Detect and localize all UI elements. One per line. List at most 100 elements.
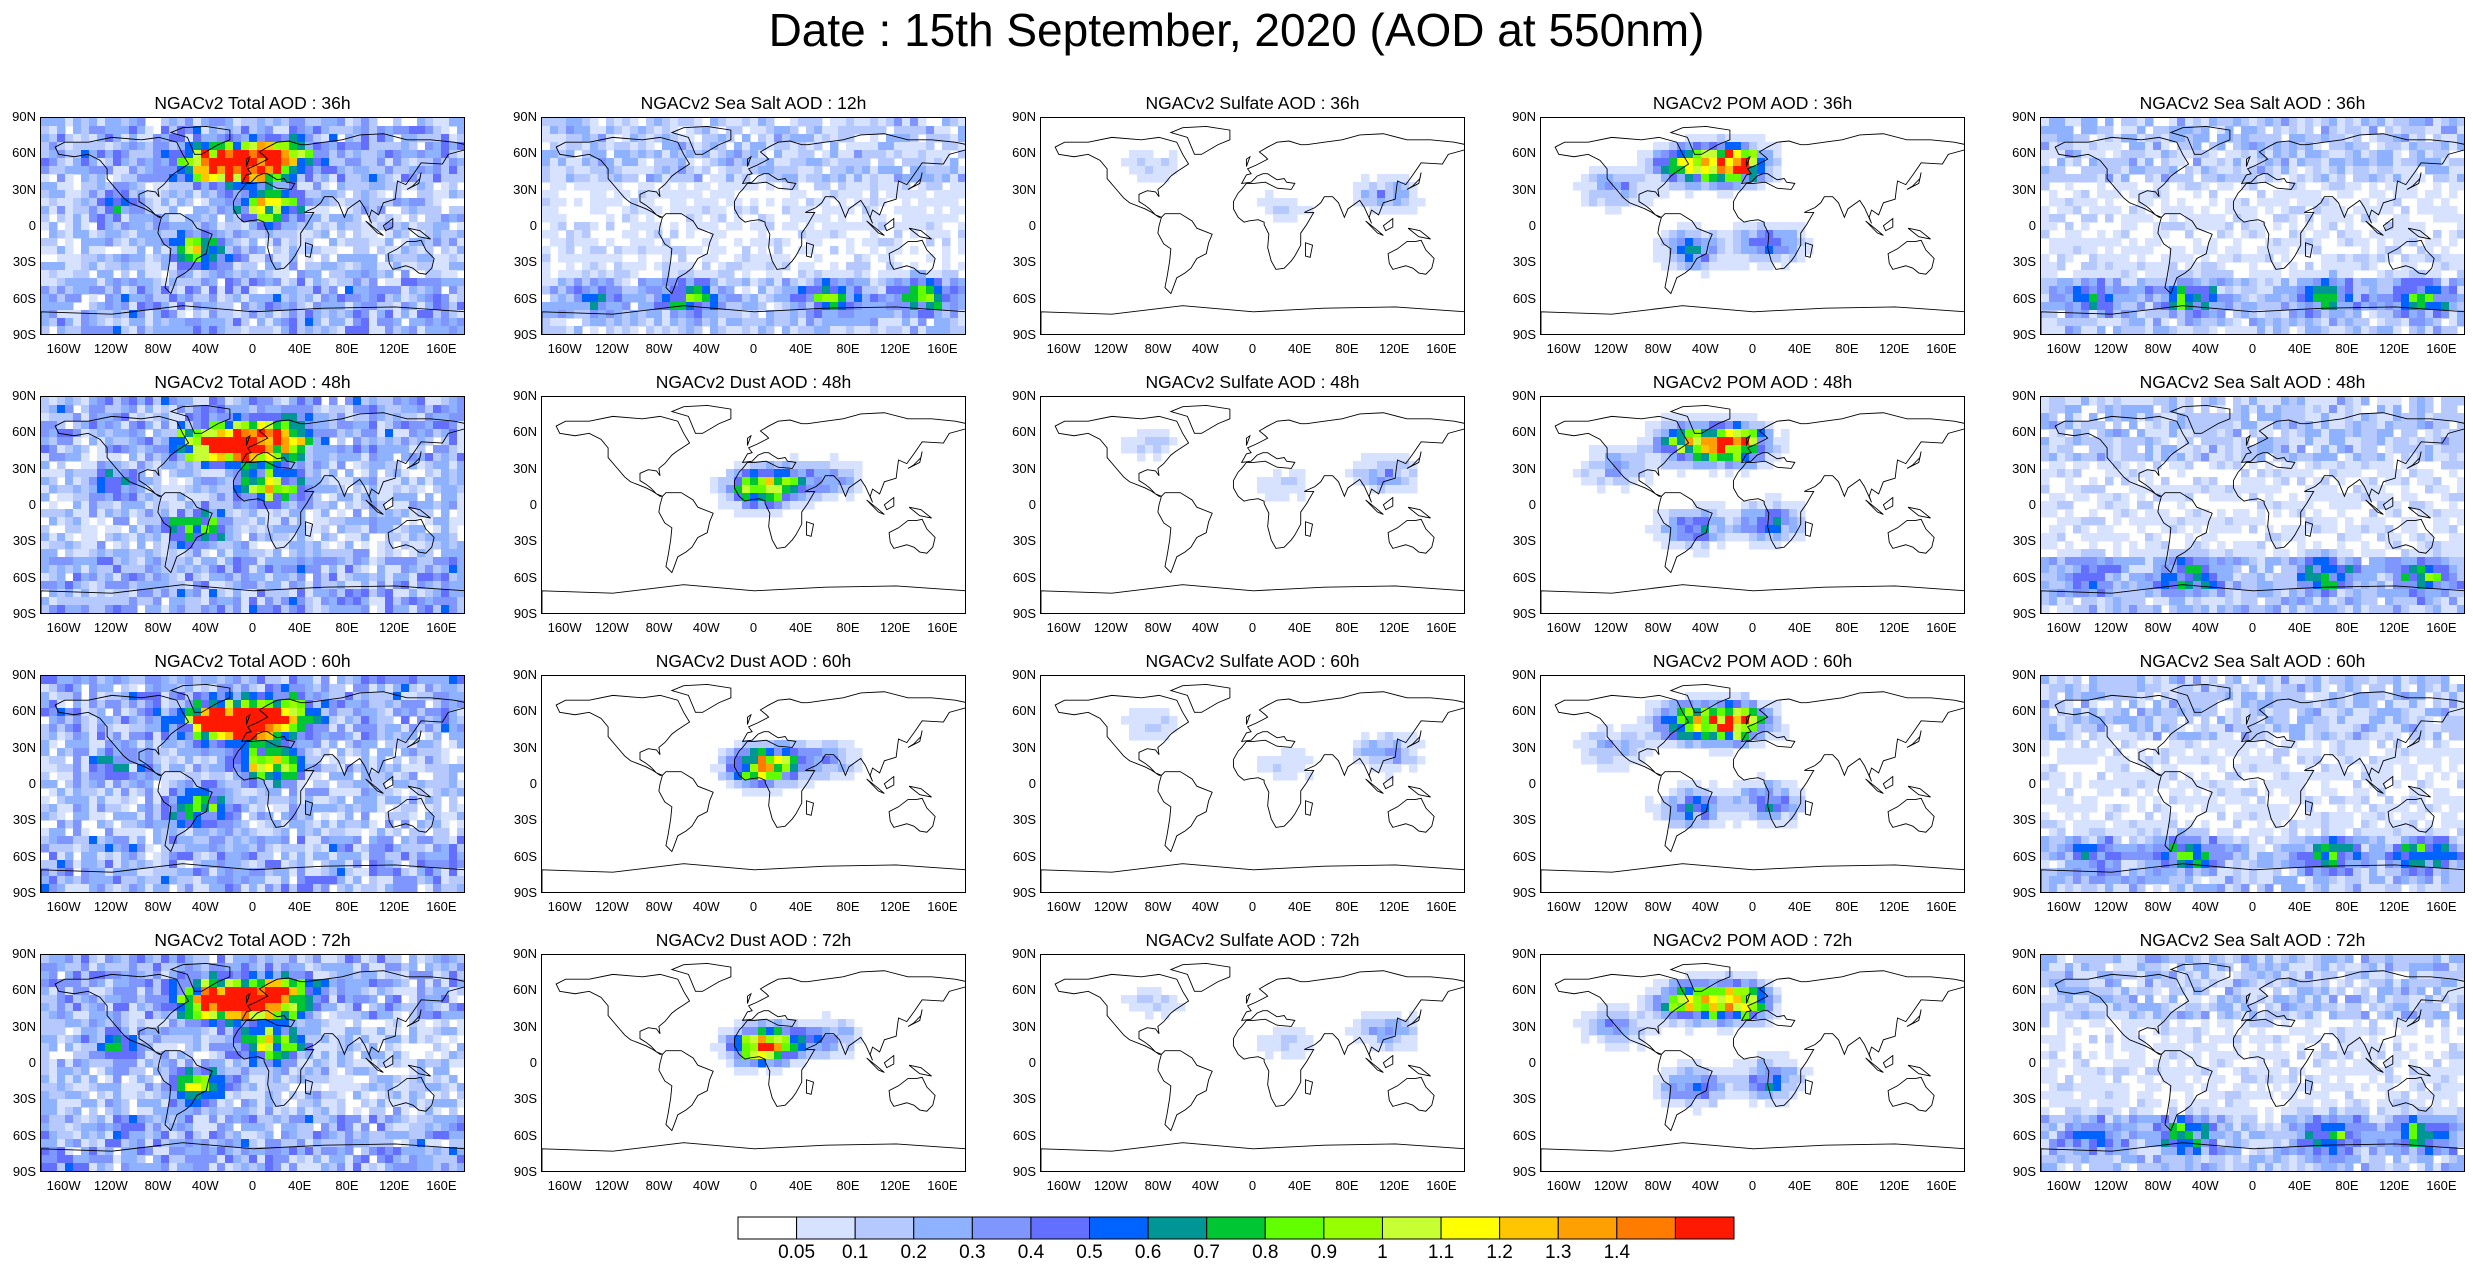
lat-tick-label: 90S [1506,885,1536,900]
lon-tick-label: 40W [681,1178,731,1193]
lat-tick-label: 30N [1506,461,1536,476]
lon-tick-label: 0 [2228,1178,2278,1193]
lat-tick-label: 90S [2006,1164,2036,1179]
lon-tick-label: 40W [180,620,230,635]
lon-tick-label: 160E [917,1178,967,1193]
lat-tick-label: 30N [2006,1019,2036,1034]
lon-tick-label: 40E [776,1178,826,1193]
map-panel [1040,396,1465,614]
lon-tick-label: 120E [2369,1178,2419,1193]
lat-tick-label: 30N [2006,461,2036,476]
lon-tick-label: 0 [1728,341,1778,356]
lon-tick-label: 80W [133,341,183,356]
map-panel [40,117,465,335]
colorbar-box [1031,1217,1090,1239]
lat-tick-label: 60N [1506,145,1536,160]
lat-tick-label: 60N [1506,703,1536,718]
lat-tick-label: 90S [1006,885,1036,900]
lat-tick-label: 30S [1506,812,1536,827]
lon-tick-label: 120E [1369,341,1419,356]
panel-title: NGACv2 Total AOD : 60h [43,651,463,672]
lon-tick-label: 160W [1039,899,1089,914]
lat-tick-label: 60N [507,145,537,160]
lat-tick-label: 90S [1506,606,1536,621]
lon-tick-label: 80E [2322,620,2372,635]
colorbar-box [972,1217,1031,1239]
lon-tick-label: 40W [2180,620,2230,635]
lon-tick-label: 120W [1586,899,1636,914]
map-panel [1540,396,1965,614]
lon-tick-label: 120W [587,341,637,356]
panel-title: NGACv2 Sea Salt AOD : 12h [544,93,964,114]
lon-tick-label: 160W [540,341,590,356]
lat-tick-label: 90S [1506,1164,1536,1179]
map-panel [1540,117,1965,335]
lat-tick-label: 0 [6,1055,36,1070]
lon-tick-label: 80W [133,620,183,635]
lon-tick-label: 160E [1416,341,1466,356]
lon-tick-label: 80E [322,341,372,356]
lat-tick-label: 60S [1506,570,1536,585]
lat-tick-label: 30N [2006,182,2036,197]
lon-tick-label: 40W [681,341,731,356]
lat-tick-label: 60N [1006,424,1036,439]
lat-tick-label: 30N [6,461,36,476]
lon-tick-label: 160E [416,1178,466,1193]
lon-tick-label: 120E [2369,341,2419,356]
lat-tick-label: 0 [2006,776,2036,791]
lon-tick-label: 40E [776,899,826,914]
lon-tick-label: 80W [1633,341,1683,356]
lon-tick-label: 40E [2275,620,2325,635]
lon-tick-label: 80W [1633,899,1683,914]
lon-tick-label: 120W [86,1178,136,1193]
lon-tick-label: 80E [1322,341,1372,356]
lon-tick-label: 120E [1869,1178,1919,1193]
lon-tick-label: 0 [228,620,278,635]
map-panel [2040,675,2465,893]
lon-tick-label: 40E [2275,899,2325,914]
lon-tick-label: 160W [2039,899,2089,914]
lon-tick-label: 120E [369,620,419,635]
lon-tick-label: 40E [275,899,325,914]
lon-tick-label: 80E [1322,1178,1372,1193]
lon-tick-label: 40E [1775,341,1825,356]
lon-tick-label: 80E [823,899,873,914]
colorbar-box [738,1217,797,1239]
lat-tick-label: 90S [6,606,36,621]
lat-tick-label: 90S [6,885,36,900]
panel-title: NGACv2 Sea Salt AOD : 60h [2043,651,2463,672]
lon-tick-label: 160W [2039,620,2089,635]
lon-tick-label: 120E [369,341,419,356]
map-panel [541,117,966,335]
lon-tick-label: 160W [1539,620,1589,635]
lon-tick-label: 160E [2416,899,2466,914]
lat-tick-label: 60S [6,291,36,306]
lat-tick-label: 60N [6,982,36,997]
map-panel [1040,954,1465,1172]
lon-tick-label: 0 [1228,341,1278,356]
lon-tick-label: 40E [1275,899,1325,914]
lon-tick-label: 0 [729,899,779,914]
lon-tick-label: 40W [180,341,230,356]
lon-tick-label: 0 [228,899,278,914]
lon-tick-label: 120W [2086,1178,2136,1193]
lon-tick-label: 160E [416,620,466,635]
lon-tick-label: 80W [2133,899,2183,914]
lat-tick-label: 90N [1006,388,1036,403]
lat-tick-label: 0 [6,218,36,233]
lat-tick-label: 90S [1006,606,1036,621]
lon-tick-label: 40W [2180,899,2230,914]
map-panel [1040,117,1465,335]
panel-title: NGACv2 Sulfate AOD : 60h [1043,651,1463,672]
lat-tick-label: 0 [1506,218,1536,233]
lon-tick-label: 160W [39,1178,89,1193]
lat-tick-label: 60N [2006,424,2036,439]
colorbar-box [1090,1217,1149,1239]
lat-tick-label: 30N [507,740,537,755]
lat-tick-label: 90S [6,327,36,342]
lat-tick-label: 30S [1506,254,1536,269]
lon-tick-label: 120W [2086,620,2136,635]
lat-tick-label: 30S [2006,812,2036,827]
lat-tick-label: 60S [2006,291,2036,306]
lat-tick-label: 0 [507,1055,537,1070]
